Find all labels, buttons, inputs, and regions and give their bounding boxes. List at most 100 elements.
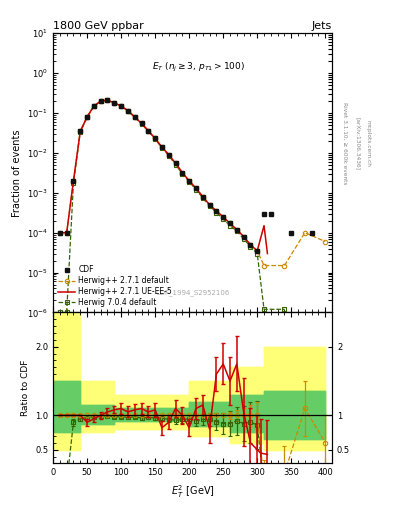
Herwig 7.0.4 default (200, 195, 205, 201)
Herwig++ 2.7.1 default (323, 239, 328, 245)
Text: CDF_1994_S2952106: CDF_1994_S2952106 (155, 289, 230, 296)
Herwig++ 2.7.1 default (282, 263, 287, 269)
Herwig++ 2.7.1 default (64, 229, 69, 236)
Herwig++ 2.7.1 default (160, 144, 164, 150)
CDF (160, 144, 164, 150)
Line: Herwig++ 2.7.1 UE-EE-5: Herwig++ 2.7.1 UE-EE-5 (60, 100, 267, 253)
Herwig 7.0.4 default (214, 209, 219, 216)
CDF (153, 136, 158, 142)
Herwig++ 2.7.1 default (214, 208, 219, 214)
Herwig 7.0.4 default (139, 121, 144, 127)
Herwig++ 2.7.1 default (92, 103, 96, 109)
Herwig++ 2.7.1 UE-EE-5 (248, 242, 253, 248)
CDF (268, 210, 273, 217)
Herwig 7.0.4 default (241, 236, 246, 242)
Herwig++ 2.7.1 UE-EE-5 (262, 223, 266, 229)
CDF (221, 214, 226, 220)
Herwig 7.0.4 default (64, 309, 69, 315)
CDF (92, 103, 96, 109)
CDF (139, 120, 144, 126)
CDF (180, 169, 185, 176)
Herwig++ 2.7.1 UE-EE-5 (119, 103, 123, 109)
Herwig++ 2.7.1 default (173, 160, 178, 166)
Line: Herwig 7.0.4 default: Herwig 7.0.4 default (58, 98, 286, 315)
CDF (85, 114, 90, 120)
Herwig++ 2.7.1 UE-EE-5 (166, 152, 171, 158)
Herwig++ 2.7.1 default (221, 214, 226, 220)
Text: [arXiv:1306.3436]: [arXiv:1306.3436] (356, 117, 361, 170)
Herwig 7.0.4 default (187, 179, 191, 185)
Herwig 7.0.4 default (57, 309, 62, 315)
Herwig++ 2.7.1 default (98, 98, 103, 104)
Herwig++ 2.7.1 default (146, 127, 151, 134)
Herwig++ 2.7.1 UE-EE-5 (173, 160, 178, 166)
CDF (71, 178, 76, 184)
CDF (132, 114, 137, 120)
CDF (173, 160, 178, 166)
Herwig 7.0.4 default (85, 114, 90, 120)
Herwig 7.0.4 default (228, 223, 232, 229)
CDF (309, 229, 314, 236)
Herwig 7.0.4 default (194, 186, 198, 193)
Herwig++ 2.7.1 default (262, 263, 266, 269)
Herwig 7.0.4 default (262, 306, 266, 312)
Herwig++ 2.7.1 UE-EE-5 (57, 229, 62, 236)
Herwig++ 2.7.1 default (194, 185, 198, 191)
Herwig++ 2.7.1 default (180, 169, 185, 176)
X-axis label: $E_T^2$ [GeV]: $E_T^2$ [GeV] (171, 483, 215, 500)
Herwig++ 2.7.1 default (241, 233, 246, 240)
Herwig++ 2.7.1 UE-EE-5 (92, 103, 96, 109)
Herwig++ 2.7.1 default (105, 97, 110, 103)
Y-axis label: Fraction of events: Fraction of events (11, 129, 22, 217)
CDF (214, 208, 219, 214)
Herwig 7.0.4 default (92, 103, 96, 110)
Herwig 7.0.4 default (153, 136, 158, 142)
Herwig++ 2.7.1 UE-EE-5 (180, 169, 185, 176)
Herwig++ 2.7.1 UE-EE-5 (265, 250, 270, 257)
Herwig++ 2.7.1 UE-EE-5 (255, 248, 260, 254)
Herwig++ 2.7.1 default (248, 242, 253, 248)
Herwig++ 2.7.1 default (119, 103, 123, 109)
Herwig++ 2.7.1 default (125, 108, 130, 114)
Herwig 7.0.4 default (282, 306, 287, 312)
Herwig++ 2.7.1 UE-EE-5 (214, 208, 219, 214)
Herwig++ 2.7.1 UE-EE-5 (187, 178, 191, 184)
Herwig++ 2.7.1 default (132, 114, 137, 120)
CDF (187, 178, 191, 184)
Herwig++ 2.7.1 default (187, 178, 191, 184)
Herwig 7.0.4 default (221, 216, 226, 222)
Herwig++ 2.7.1 UE-EE-5 (160, 144, 164, 150)
Line: Herwig++ 2.7.1 default: Herwig++ 2.7.1 default (58, 98, 327, 268)
Herwig++ 2.7.1 UE-EE-5 (235, 226, 239, 232)
Herwig++ 2.7.1 default (255, 248, 260, 254)
Herwig 7.0.4 default (207, 203, 212, 209)
CDF (64, 229, 69, 236)
Herwig++ 2.7.1 default (85, 114, 90, 120)
Herwig 7.0.4 default (71, 180, 76, 186)
CDF (194, 185, 198, 191)
CDF (248, 242, 253, 248)
Herwig 7.0.4 default (160, 145, 164, 151)
Herwig 7.0.4 default (173, 161, 178, 167)
Herwig 7.0.4 default (125, 108, 130, 114)
Herwig 7.0.4 default (78, 129, 83, 135)
CDF (166, 152, 171, 158)
Herwig 7.0.4 default (146, 128, 151, 134)
Herwig 7.0.4 default (166, 153, 171, 159)
Herwig 7.0.4 default (235, 228, 239, 234)
Herwig 7.0.4 default (119, 103, 123, 110)
CDF (105, 97, 110, 103)
Text: Jets: Jets (312, 21, 332, 31)
Herwig 7.0.4 default (105, 97, 110, 103)
Herwig 7.0.4 default (112, 100, 117, 106)
Legend: CDF, Herwig++ 2.7.1 default, Herwig++ 2.7.1 UE-EE-5, Herwig 7.0.4 default: CDF, Herwig++ 2.7.1 default, Herwig++ 2.… (57, 264, 174, 309)
Herwig++ 2.7.1 UE-EE-5 (207, 202, 212, 208)
Herwig++ 2.7.1 UE-EE-5 (125, 108, 130, 114)
CDF (200, 194, 205, 200)
Herwig++ 2.7.1 UE-EE-5 (228, 221, 232, 227)
Text: Rivet 3.1.10, ≥ 600k events: Rivet 3.1.10, ≥ 600k events (343, 102, 348, 185)
Herwig++ 2.7.1 default (153, 136, 158, 142)
CDF (241, 233, 246, 240)
Herwig++ 2.7.1 UE-EE-5 (64, 229, 69, 236)
Text: 1800 GeV ppbar: 1800 GeV ppbar (53, 21, 144, 31)
